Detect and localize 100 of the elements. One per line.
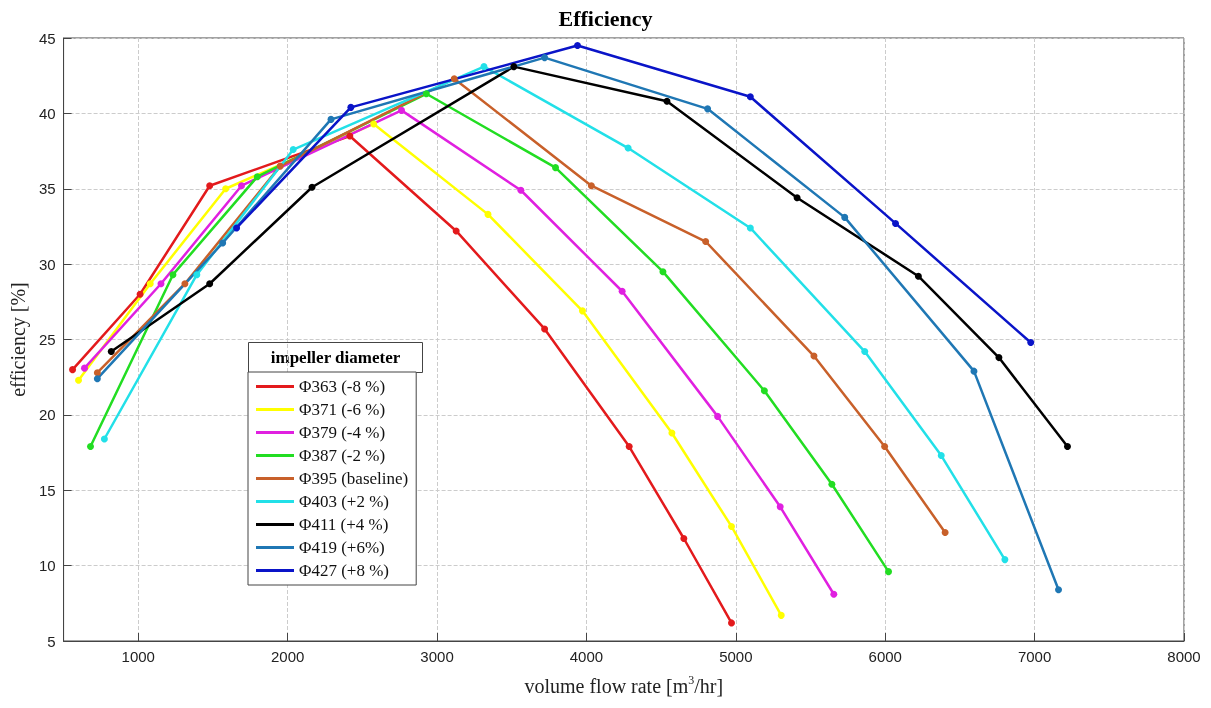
point [206,280,214,288]
point [828,480,836,488]
x-tick-label: 7000 [1017,648,1052,665]
point [541,54,549,62]
point [573,42,581,50]
legend-label: Φ371 (-6 %) [299,400,386,419]
y-tick-label: 20 [38,406,56,424]
point [704,105,712,113]
point [193,271,201,279]
point [346,132,354,140]
legend-label: Φ387 (-2 %) [299,446,386,465]
point [517,186,525,194]
y-tick-label: 25 [38,331,56,348]
y-tick-label: 10 [38,557,56,575]
point [1001,556,1009,564]
point [347,103,355,111]
x-tick-label: 6000 [868,648,902,665]
legend-label: Φ403 (+2 %) [299,492,389,511]
legend-label: Φ395 (baseline) [299,469,409,488]
point [941,528,949,536]
x-tick-label: 5000 [719,648,753,665]
point [760,387,768,395]
x-tick-label: 4000 [569,648,604,665]
point [728,619,735,627]
y-axis-title: efficiency [%] [7,282,30,397]
point [914,272,922,280]
point [69,366,77,374]
point [728,522,735,530]
point [746,224,754,232]
point [663,97,671,105]
point [253,173,261,181]
point [830,590,838,598]
point [370,120,378,128]
point [107,348,115,356]
point [100,435,108,443]
point [93,375,101,383]
point [510,63,518,71]
point [452,227,460,235]
legend-title: impeller diameter [270,348,401,367]
point [659,268,667,276]
point [480,63,488,71]
x-tick-label: 8000 [1167,648,1201,665]
point [1063,443,1071,451]
point [777,611,785,619]
point [541,325,549,333]
point [422,90,430,98]
point [618,287,626,295]
x-tick-label: 2000 [270,648,305,665]
point [276,162,284,170]
point [587,182,595,190]
point [680,534,688,542]
point [484,210,492,218]
x-tick-label: 1000 [121,648,155,665]
point [892,219,900,227]
point [222,185,230,193]
point [308,183,316,191]
y-tick-label: 5 [47,632,56,650]
point [93,369,101,377]
legend-label: Φ419 (+6%) [299,538,385,557]
point [206,182,214,190]
point [881,443,889,451]
point [146,280,154,288]
legend-label: Φ363 (-8 %) [299,377,386,396]
point [885,568,893,576]
point [233,224,241,232]
point [398,106,405,114]
y-tick-label: 45 [38,29,56,47]
legend-label: Φ411 (+4 %) [299,515,389,534]
y-tick-label: 40 [38,104,56,122]
point [970,367,978,375]
point [75,376,83,384]
point [995,354,1003,362]
point [776,503,784,511]
point [702,238,710,246]
point [450,75,458,83]
point [327,115,335,123]
point [578,307,586,315]
legend-label: Φ379 (-4 %) [299,423,386,442]
point [238,182,246,190]
y-tick-label: 35 [38,180,56,198]
y-tick-label: 30 [38,255,56,273]
point [714,412,722,420]
point [86,443,94,451]
point [136,290,144,298]
y-tick-label: 15 [38,481,56,499]
point [157,280,165,288]
point [793,194,801,202]
chart-title: Efficiency [558,5,653,31]
point [169,271,177,279]
point [181,280,189,288]
point [861,348,869,356]
point [937,452,945,460]
point [289,146,297,154]
point [746,93,754,101]
x-tick-label: 3000 [420,648,454,665]
point [219,239,227,247]
point [1055,586,1063,594]
point [841,213,849,221]
point [552,164,560,172]
point [1027,339,1035,347]
